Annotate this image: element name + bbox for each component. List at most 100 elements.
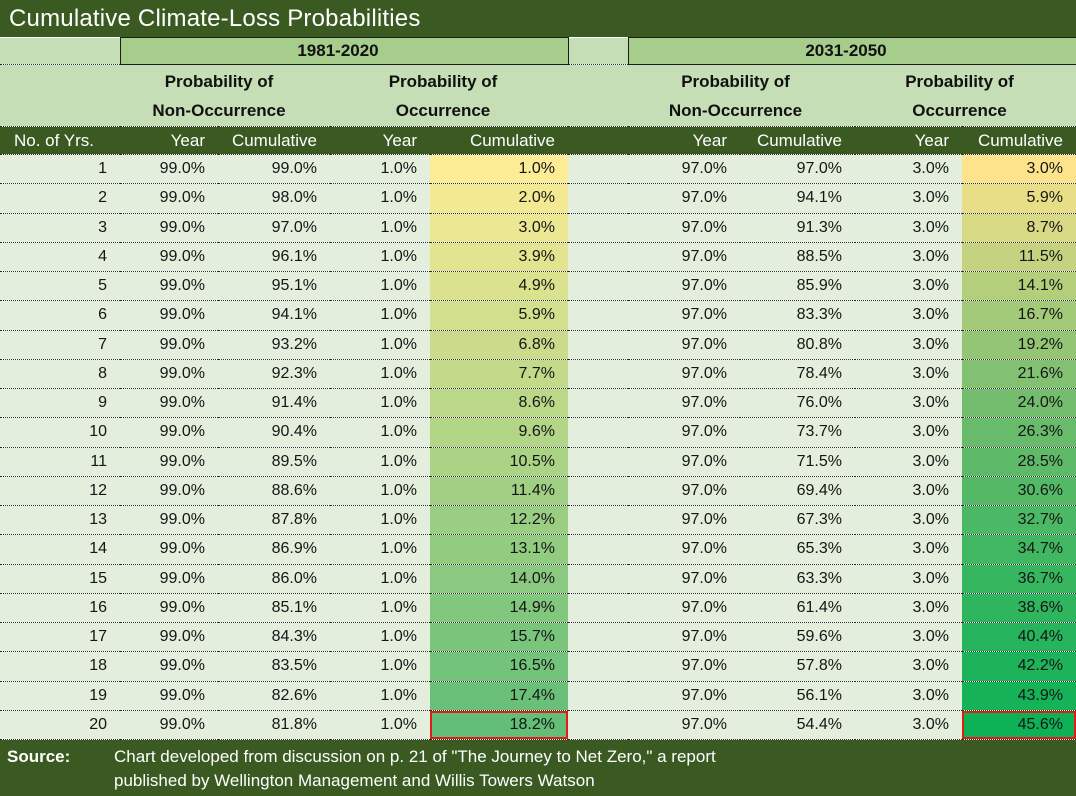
table-row: 16 99.0% 85.1% 1.0% 14.9% 97.0% 61.4% 3.0% 38.6%: [0, 593, 1076, 624]
cell-2031-occurrence-cumulative: 3.0%: [962, 154, 1076, 185]
cell-1981-occurrence-cumulative: 1.0%: [430, 154, 568, 185]
table-row: 4 99.0% 96.1% 1.0% 3.9% 97.0% 88.5% 3.0% 11.5%: [0, 242, 1076, 273]
table-body: 1 99.0% 99.0% 1.0% 1.0% 97.0% 97.0% 3.0% 3.0% 2 99…: [0, 154, 1076, 741]
table-row: 17 99.0% 84.3% 1.0% 15.7% 97.0% 59.6% 3.0% 40.4%: [0, 622, 1076, 653]
cell-no-of-yrs: 20: [0, 710, 120, 741]
cell-1981-non-occurrence-cumulative: 94.1%: [218, 300, 330, 331]
cell-no-of-yrs: 12: [0, 476, 120, 507]
cell-1981-occurrence-year: 1.0%: [330, 710, 430, 741]
source-label: Source:: [7, 747, 71, 766]
cell-1981-non-occurrence-cumulative: 98.0%: [218, 183, 330, 214]
cell-2031-non-occurrence-year: 97.0%: [628, 651, 740, 682]
cell-1981-occurrence-year: 1.0%: [330, 681, 430, 711]
column-header-row: No. of Yrs. Year Cumulative Year Cumulat…: [0, 126, 1076, 155]
cell-1981-occurrence-cumulative: 14.9%: [430, 593, 568, 624]
cell-1981-occurrence-year: 1.0%: [330, 417, 430, 448]
cell-2031-occurrence-cumulative: 24.0%: [962, 388, 1076, 419]
subheader-line: Non-Occurrence: [668, 100, 803, 120]
table-row: 13 99.0% 87.8% 1.0% 12.2% 97.0% 67.3% 3.0% 32.7%: [0, 505, 1076, 536]
cell-1981-non-occurrence-cumulative: 99.0%: [218, 154, 330, 185]
column-header-year: Year: [330, 126, 430, 155]
subheader-line: Occurrence: [912, 100, 1007, 120]
cell-2031-non-occurrence-year: 97.0%: [628, 213, 740, 243]
cell-2031-occurrence-year: 3.0%: [855, 271, 962, 302]
cell-no-of-yrs: 3: [0, 213, 120, 243]
spacer-cell: [568, 154, 628, 185]
cell-2031-non-occurrence-cumulative: 67.3%: [740, 505, 855, 536]
table-row: 14 99.0% 86.9% 1.0% 13.1% 97.0% 65.3% 3.0% 34.7%: [0, 534, 1076, 565]
cell-1981-non-occurrence-year: 99.0%: [120, 271, 218, 302]
cell-2031-non-occurrence-year: 97.0%: [628, 271, 740, 302]
cell-2031-non-occurrence-year: 97.0%: [628, 242, 740, 273]
cell-1981-non-occurrence-year: 99.0%: [120, 447, 218, 477]
cell-1981-occurrence-cumulative: 16.5%: [430, 651, 568, 682]
table-row: 10 99.0% 90.4% 1.0% 9.6% 97.0% 73.7% 3.0% 26.3%: [0, 417, 1076, 448]
table-row: 11 99.0% 89.5% 1.0% 10.5% 97.0% 71.5% 3.0% 28.5%: [0, 447, 1076, 477]
spacer-cell: [568, 447, 628, 477]
column-header-no-of-yrs: No. of Yrs.: [0, 126, 120, 155]
cell-2031-non-occurrence-year: 97.0%: [628, 359, 740, 390]
period-band-row: 1981-2020 2031-2050: [0, 37, 1076, 65]
spacer-cell: [568, 242, 628, 273]
cell-1981-occurrence-year: 1.0%: [330, 476, 430, 507]
cell-2031-occurrence-year: 3.0%: [855, 651, 962, 682]
corner-cell: [0, 64, 120, 127]
table-row: 3 99.0% 97.0% 1.0% 3.0% 97.0% 91.3% 3.0% 8.7%: [0, 213, 1076, 243]
cell-1981-non-occurrence-cumulative: 81.8%: [218, 710, 330, 741]
cell-1981-occurrence-cumulative: 17.4%: [430, 681, 568, 711]
cell-1981-occurrence-cumulative: 9.6%: [430, 417, 568, 448]
cell-2031-occurrence-cumulative: 40.4%: [962, 622, 1076, 653]
cell-1981-occurrence-cumulative: 6.8%: [430, 330, 568, 360]
cell-2031-non-occurrence-year: 97.0%: [628, 476, 740, 507]
cell-2031-occurrence-year: 3.0%: [855, 622, 962, 653]
cell-2031-occurrence-cumulative: 16.7%: [962, 300, 1076, 331]
cell-1981-non-occurrence-cumulative: 93.2%: [218, 330, 330, 360]
spacer-cell: [568, 710, 628, 741]
subheader-line: Non-Occurrence: [152, 100, 286, 120]
cell-1981-occurrence-year: 1.0%: [330, 242, 430, 273]
source-line-1: Chart developed from discussion on p. 21…: [114, 747, 716, 766]
cell-2031-occurrence-cumulative: 38.6%: [962, 593, 1076, 624]
cell-2031-occurrence-year: 3.0%: [855, 476, 962, 507]
cell-1981-occurrence-cumulative: 15.7%: [430, 622, 568, 653]
table-row: 12 99.0% 88.6% 1.0% 11.4% 97.0% 69.4% 3.0% 30.6%: [0, 476, 1076, 507]
spacer-cell: [568, 126, 628, 155]
cell-no-of-yrs: 16: [0, 593, 120, 624]
table-row: 19 99.0% 82.6% 1.0% 17.4% 97.0% 56.1% 3.0% 43.9%: [0, 681, 1076, 711]
cell-1981-non-occurrence-year: 99.0%: [120, 359, 218, 390]
cell-2031-non-occurrence-year: 97.0%: [628, 447, 740, 477]
source-line-2: published by Wellington Management and W…: [114, 771, 595, 790]
table-row: 7 99.0% 93.2% 1.0% 6.8% 97.0% 80.8% 3.0% 19.2%: [0, 330, 1076, 360]
cell-no-of-yrs: 14: [0, 534, 120, 565]
cell-2031-non-occurrence-year: 97.0%: [628, 564, 740, 594]
source-footer: Source: Chart developed from discussion …: [0, 740, 1076, 796]
cell-1981-non-occurrence-year: 99.0%: [120, 651, 218, 682]
cell-1981-occurrence-cumulative: 8.6%: [430, 388, 568, 419]
cell-1981-occurrence-cumulative: 14.0%: [430, 564, 568, 594]
spacer-cell: [568, 651, 628, 682]
cell-no-of-yrs: 8: [0, 359, 120, 390]
cell-1981-non-occurrence-year: 99.0%: [120, 622, 218, 653]
cell-2031-occurrence-cumulative: 28.5%: [962, 447, 1076, 477]
cell-1981-occurrence-year: 1.0%: [330, 183, 430, 214]
page-title: Cumulative Climate-Loss Probabilities: [9, 4, 421, 32]
cell-1981-occurrence-year: 1.0%: [330, 651, 430, 682]
subheader-non-occurrence-1981: Probability of Non-Occurrence: [120, 64, 330, 127]
cell-1981-occurrence-year: 1.0%: [330, 593, 430, 624]
column-header-year: Year: [855, 126, 962, 155]
table-row: 5 99.0% 95.1% 1.0% 4.9% 97.0% 85.9% 3.0% 14.1%: [0, 271, 1076, 302]
cell-2031-non-occurrence-cumulative: 54.4%: [740, 710, 855, 741]
cell-1981-non-occurrence-cumulative: 89.5%: [218, 447, 330, 477]
cell-2031-occurrence-cumulative: 26.3%: [962, 417, 1076, 448]
cell-1981-non-occurrence-cumulative: 87.8%: [218, 505, 330, 536]
cell-1981-occurrence-year: 1.0%: [330, 534, 430, 565]
spacer-cell: [568, 476, 628, 507]
cell-1981-occurrence-cumulative: 3.9%: [430, 242, 568, 273]
spacer-cell: [568, 388, 628, 419]
column-header-cumulative: Cumulative: [430, 126, 568, 155]
table-row: 1 99.0% 99.0% 1.0% 1.0% 97.0% 97.0% 3.0% 3.0%: [0, 154, 1076, 185]
cell-2031-non-occurrence-year: 97.0%: [628, 417, 740, 448]
cell-1981-occurrence-cumulative: 12.2%: [430, 505, 568, 536]
cell-2031-occurrence-cumulative: 32.7%: [962, 505, 1076, 536]
